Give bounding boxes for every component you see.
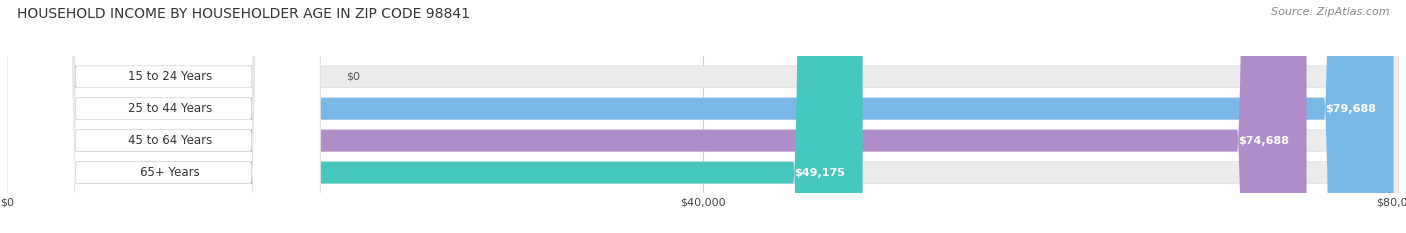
- FancyBboxPatch shape: [0, 0, 77, 233]
- FancyBboxPatch shape: [7, 0, 863, 233]
- FancyBboxPatch shape: [7, 0, 321, 233]
- Text: $79,688: $79,688: [1324, 104, 1376, 114]
- Text: HOUSEHOLD INCOME BY HOUSEHOLDER AGE IN ZIP CODE 98841: HOUSEHOLD INCOME BY HOUSEHOLDER AGE IN Z…: [17, 7, 470, 21]
- FancyBboxPatch shape: [7, 0, 1393, 233]
- FancyBboxPatch shape: [7, 0, 321, 233]
- FancyBboxPatch shape: [7, 0, 321, 233]
- Text: Source: ZipAtlas.com: Source: ZipAtlas.com: [1271, 7, 1389, 17]
- FancyBboxPatch shape: [7, 0, 321, 233]
- FancyBboxPatch shape: [7, 0, 1399, 233]
- FancyBboxPatch shape: [7, 0, 1399, 233]
- Text: $74,688: $74,688: [1239, 136, 1289, 146]
- FancyBboxPatch shape: [7, 0, 1306, 233]
- Text: $49,175: $49,175: [794, 168, 845, 178]
- Text: 25 to 44 Years: 25 to 44 Years: [128, 102, 212, 115]
- Text: $0: $0: [346, 72, 360, 82]
- FancyBboxPatch shape: [7, 0, 1399, 233]
- Text: 15 to 24 Years: 15 to 24 Years: [128, 70, 212, 83]
- FancyBboxPatch shape: [7, 0, 1399, 233]
- Text: 65+ Years: 65+ Years: [141, 166, 200, 179]
- Text: 45 to 64 Years: 45 to 64 Years: [128, 134, 212, 147]
